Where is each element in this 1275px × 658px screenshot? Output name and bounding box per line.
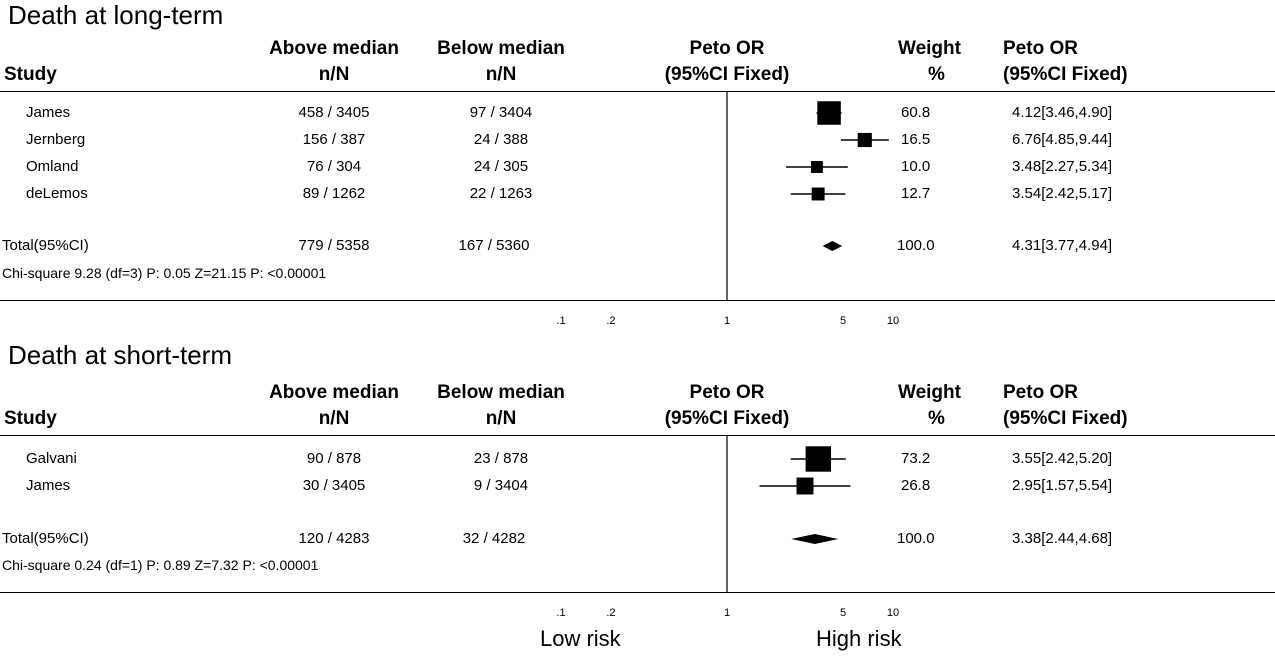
- col-header-weight: Weight: [898, 38, 961, 59]
- total-below: 167 / 5360: [458, 237, 530, 254]
- study-weight: 73.2: [901, 450, 931, 467]
- study-ci-text: 3.48[2.27,5.34]: [1012, 158, 1113, 175]
- study-ci-text: 4.12[3.46,4.90]: [1012, 104, 1113, 121]
- study-below: 97 / 3404: [469, 104, 533, 121]
- x-tick-label: .1: [556, 607, 565, 619]
- study-name: James: [26, 477, 71, 494]
- x-tick-label: .1: [556, 315, 565, 327]
- study-above: 30 / 3405: [302, 477, 366, 494]
- study-above: 458 / 3405: [298, 104, 370, 121]
- x-tick-label: 5: [840, 607, 846, 619]
- forest-panel-long-term: Death at long-term Study Above median n/…: [0, 0, 1275, 327]
- study-name: Omland: [26, 158, 79, 175]
- study-below: 22 / 1263: [469, 185, 533, 202]
- study-ci-text: 2.95[1.57,5.54]: [1012, 477, 1113, 494]
- study-ci-text: 6.76[4.85,9.44]: [1012, 131, 1113, 148]
- study-below: 24 / 305: [473, 158, 529, 175]
- study-ci-text: 3.54[2.42,5.17]: [1012, 185, 1113, 202]
- col-header-ci: Peto OR: [1003, 38, 1078, 59]
- low-risk-label: Low risk: [540, 626, 621, 651]
- col-header-or: Peto OR: [689, 382, 765, 403]
- forest-plot: .1 .2 1 5 10: [556, 91, 899, 327]
- study-weight: 26.8: [901, 477, 931, 494]
- col-header-or-ci: (95%CI Fixed): [664, 408, 790, 429]
- point-estimate-square: [796, 477, 814, 495]
- x-tick-label: 10: [887, 607, 899, 619]
- axis-rule: [0, 592, 1275, 593]
- point-estimate-square: [817, 101, 841, 125]
- col-header-above: Above median: [269, 38, 399, 59]
- study-name: James: [26, 104, 71, 121]
- study-name: Jernberg: [26, 131, 86, 148]
- heterogeneity-stats: Chi-square 0.24 (df=1) P: 0.89 Z=7.32 P:…: [2, 557, 319, 573]
- col-header-ci-text: (95%CI Fixed): [1003, 408, 1128, 429]
- col-header-ci-text: (95%CI Fixed): [1003, 64, 1128, 85]
- col-header-above: Above median: [269, 382, 399, 403]
- pooled-estimate-diamond: [822, 241, 843, 251]
- col-header-weight-unit: %: [928, 408, 945, 429]
- study-name: deLemos: [26, 185, 88, 202]
- forest-plot: .1 .2 1 5 10: [556, 435, 899, 619]
- col-header-weight-unit: %: [928, 64, 945, 85]
- col-header-weight: Weight: [898, 382, 961, 403]
- col-header-below: Below median: [437, 38, 565, 59]
- x-tick-label: .2: [606, 607, 615, 619]
- total-above: 120 / 4283: [298, 530, 370, 547]
- col-header-below-unit: n/N: [485, 408, 517, 429]
- total-below: 32 / 4282: [462, 530, 526, 547]
- x-tick-label: 1: [724, 315, 730, 327]
- axis-rule: [0, 300, 1275, 301]
- col-header-study: Study: [4, 408, 57, 429]
- study-weight: 12.7: [901, 185, 931, 202]
- col-header-below-unit: n/N: [485, 64, 517, 85]
- total-weight: 100.0: [897, 237, 935, 254]
- study-below: 24 / 388: [473, 131, 529, 148]
- pooled-estimate-diamond: [791, 534, 839, 544]
- total-weight: 100.0: [897, 530, 935, 547]
- x-tick-label: 5: [840, 315, 846, 327]
- x-tick-label: .2: [606, 315, 615, 327]
- header-rule: [0, 91, 1275, 92]
- point-estimate-square: [810, 161, 823, 173]
- study-above: 156 / 387: [302, 131, 366, 148]
- study-weight: 60.8: [901, 104, 931, 121]
- total-ci-text: 3.38[2.44,4.68]: [1012, 530, 1113, 547]
- col-header-ci: Peto OR: [1003, 382, 1078, 403]
- study-below: 9 / 3404: [473, 477, 529, 494]
- col-header-study: Study: [4, 64, 57, 85]
- study-name: Galvani: [26, 450, 77, 467]
- study-weight: 10.0: [901, 158, 931, 175]
- point-estimate-square: [857, 132, 872, 148]
- study-below: 23 / 878: [473, 450, 529, 467]
- high-risk-label: High risk: [816, 626, 902, 651]
- point-estimate-square: [811, 187, 825, 201]
- total-label: Total(95%CI): [2, 237, 89, 254]
- x-tick-label: 1: [724, 607, 730, 619]
- study-above: 90 / 878: [306, 450, 362, 467]
- study-weight: 16.5: [901, 131, 931, 148]
- panel-title: Death at short-term: [8, 340, 232, 370]
- forest-panel-short-term: Death at short-term Study Above median n…: [0, 340, 1275, 620]
- panel-title: Death at long-term: [8, 0, 224, 30]
- x-tick-label: 10: [887, 315, 899, 327]
- study-ci-text: 3.55[2.42,5.20]: [1012, 450, 1113, 467]
- total-label: Total(95%CI): [2, 530, 89, 547]
- col-header-or-ci: (95%CI Fixed): [664, 64, 790, 85]
- study-above: 76 / 304: [306, 158, 362, 175]
- study-above: 89 / 1262: [302, 185, 366, 202]
- col-header-or: Peto OR: [689, 38, 765, 59]
- total-ci-text: 4.31[3.77,4.94]: [1012, 237, 1113, 254]
- col-header-below: Below median: [437, 382, 565, 403]
- col-header-above-unit: n/N: [318, 64, 350, 85]
- total-above: 779 / 5358: [298, 237, 370, 254]
- header-rule: [0, 435, 1275, 436]
- heterogeneity-stats: Chi-square 9.28 (df=3) P: 0.05 Z=21.15 P…: [2, 265, 327, 281]
- point-estimate-square: [805, 446, 832, 472]
- col-header-above-unit: n/N: [318, 408, 350, 429]
